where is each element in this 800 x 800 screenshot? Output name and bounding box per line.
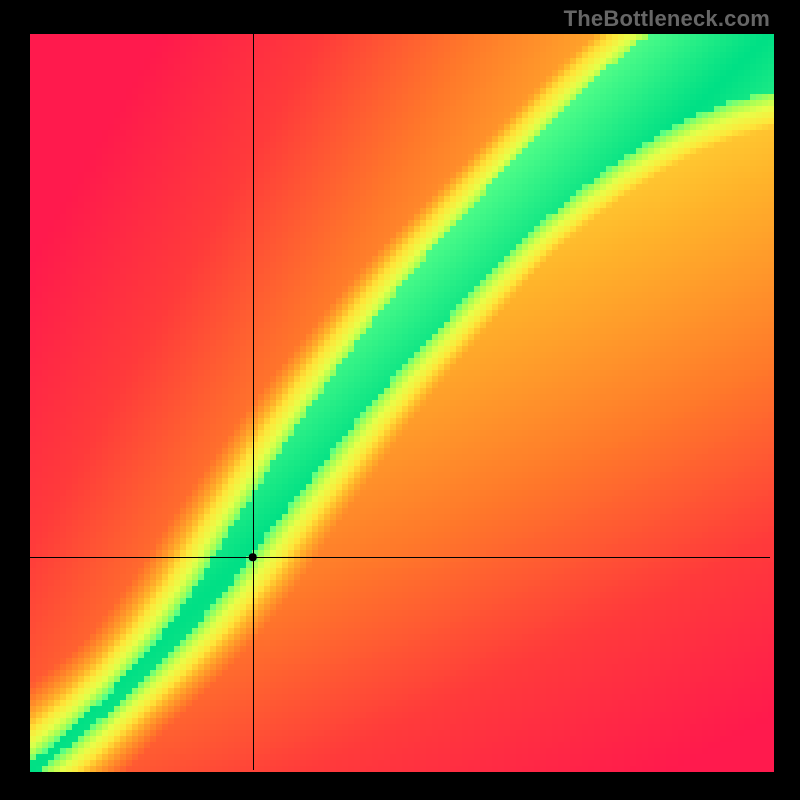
chart-container: TheBottleneck.com (0, 0, 800, 800)
watermark-label: TheBottleneck.com (564, 6, 770, 32)
heatmap-canvas (0, 0, 800, 800)
